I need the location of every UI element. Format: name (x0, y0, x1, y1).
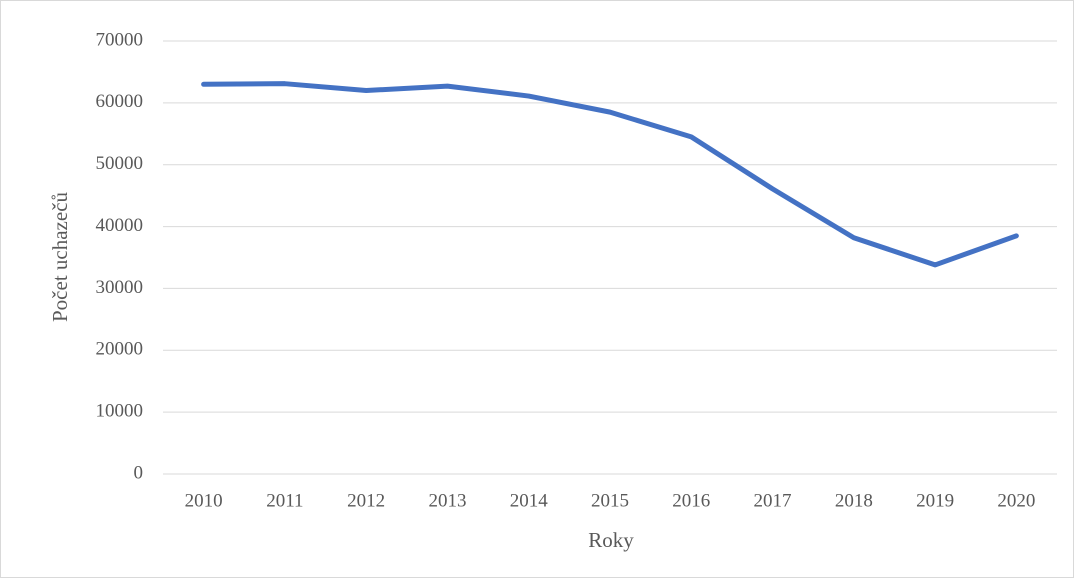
x-tick-label: 2014 (510, 490, 549, 511)
x-tick-label: 2017 (754, 490, 792, 511)
x-tick-label: 2010 (185, 490, 223, 511)
y-tick-label: 10000 (96, 401, 144, 422)
x-tick-label: 2013 (428, 490, 466, 511)
y-tick-label: 0 (134, 462, 144, 483)
x-tick-label: 2018 (835, 490, 873, 511)
y-tick-label: 60000 (96, 91, 144, 112)
x-tick-label: 2019 (916, 490, 954, 511)
y-tick-label: 70000 (96, 29, 144, 50)
x-tick-label: 2016 (672, 490, 710, 511)
x-tick-label: 2012 (347, 490, 385, 511)
y-axis-title: Počet uchazečů (48, 191, 72, 322)
x-axis-title: Roky (588, 528, 634, 552)
y-tick-label: 50000 (96, 153, 144, 174)
x-tick-label: 2011 (266, 490, 303, 511)
y-tick-label: 30000 (96, 277, 144, 298)
y-tick-label: 20000 (96, 339, 144, 360)
x-tick-label: 2015 (591, 490, 629, 511)
x-tick-label: 2020 (997, 490, 1035, 511)
y-tick-label: 40000 (96, 215, 144, 236)
line (201, 81, 1019, 268)
